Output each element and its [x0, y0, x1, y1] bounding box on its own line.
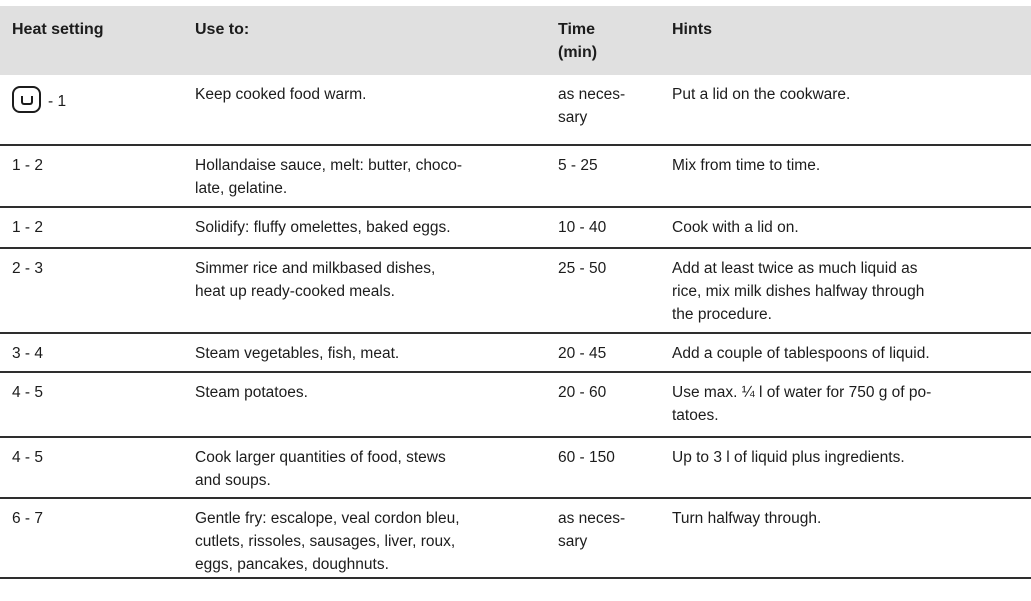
hint-text: Turn halfway through.: [672, 510, 822, 527]
hint-text: Put a lid on the cookware.: [672, 86, 851, 103]
table-row: - 1 Keep cooked food warm. as neces- sar…: [0, 75, 1031, 146]
heat-setting-value: 4 - 5: [12, 449, 44, 466]
heat-setting-value: 6 - 7: [12, 510, 44, 527]
use-to-text: Steam vegetables, fish, meat.: [195, 345, 400, 362]
heat-cell: 4 - 5: [0, 372, 195, 438]
time-cell: 5 - 25: [558, 145, 672, 208]
heat-setting-value: 3 - 4: [12, 345, 44, 362]
use-to-text: Cook larger quantities of food, stews an…: [195, 449, 446, 489]
use-to-text: Simmer rice and milkbased dishes, heat u…: [195, 260, 436, 300]
column-header-use-to: Use to:: [195, 6, 558, 75]
heat-cell: 2 - 3: [0, 248, 195, 334]
hints-cell: Up to 3 l of liquid plus ingredients.: [672, 437, 1031, 499]
hint-text: Add at least twice as much liquid as ric…: [672, 260, 925, 323]
column-header-hints: Hints: [672, 6, 1031, 75]
keep-warm-icon: [12, 86, 41, 113]
hints-cell: Mix from time to time.: [672, 145, 1031, 208]
use-to-text: Steam potatoes.: [195, 384, 308, 401]
table-row: 2 - 3 Simmer rice and milkbased dishes, …: [0, 248, 1031, 334]
time-value: 20 - 45: [558, 345, 607, 362]
column-header-label: Hints: [672, 21, 712, 38]
hints-cell: Add at least twice as much liquid as ric…: [672, 248, 1031, 334]
table-row: 6 - 7 Gentle fry: escalope, veal cordon …: [0, 498, 1031, 579]
hints-cell: Cook with a lid on.: [672, 207, 1031, 249]
column-header-label: Heat setting: [12, 21, 104, 38]
column-header-heat-setting: Heat setting: [0, 6, 195, 75]
time-value: 20 - 60: [558, 384, 607, 401]
hints-cell: Put a lid on the cookware.: [672, 75, 1031, 146]
hint-text: Use max. ¼ l of water for 750 g of po- t…: [672, 384, 932, 424]
time-cell: 20 - 60: [558, 372, 672, 438]
time-value: 25 - 50: [558, 260, 607, 277]
table-row: 3 - 4 Steam vegetables, fish, meat. 20 -…: [0, 333, 1031, 373]
heat-cell: 3 - 4: [0, 333, 195, 373]
time-cell: 25 - 50: [558, 248, 672, 334]
use-cell: Hollandaise sauce, melt: butter, choco- …: [195, 145, 558, 208]
use-to-text: Solidify: fluffy omelettes, baked eggs.: [195, 219, 451, 236]
hints-cell: Turn halfway through.: [672, 498, 1031, 579]
table-row: 4 - 5 Steam potatoes. 20 - 60 Use max. ¼…: [0, 372, 1031, 438]
use-cell: Simmer rice and milkbased dishes, heat u…: [195, 248, 558, 334]
use-cell: Steam potatoes.: [195, 372, 558, 438]
column-header-time: Time (min): [558, 6, 672, 75]
heat-cell: - 1: [0, 75, 195, 146]
use-to-text: Keep cooked food warm.: [195, 86, 367, 103]
time-cell: as neces- sary: [558, 498, 672, 579]
heat-setting-value: 4 - 5: [12, 384, 44, 401]
hint-text: Add a couple of tablespoons of liquid.: [672, 345, 930, 362]
use-cell: Steam vegetables, fish, meat.: [195, 333, 558, 373]
hints-cell: Use max. ¼ l of water for 750 g of po- t…: [672, 372, 1031, 438]
hints-cell: Add a couple of tablespoons of liquid.: [672, 333, 1031, 373]
heat-cell: 1 - 2: [0, 207, 195, 249]
use-to-text: Hollandaise sauce, melt: butter, choco- …: [195, 157, 463, 197]
table-row: 1 - 2 Hollandaise sauce, melt: butter, c…: [0, 145, 1031, 208]
use-cell: Cook larger quantities of food, stews an…: [195, 437, 558, 499]
heat-cell: 6 - 7: [0, 498, 195, 579]
use-cell: Keep cooked food warm.: [195, 75, 558, 146]
heat-setting-value: 1 - 2: [12, 219, 44, 236]
heat-setting-value: 1 - 2: [12, 157, 44, 174]
time-cell: 60 - 150: [558, 437, 672, 499]
column-header-label: Use to:: [195, 21, 250, 38]
hint-text: Up to 3 l of liquid plus ingredients.: [672, 449, 905, 466]
time-value: as neces- sary: [558, 86, 626, 126]
heat-setting-with-icon: - 1: [12, 83, 195, 113]
time-cell: 20 - 45: [558, 333, 672, 373]
time-value: 10 - 40: [558, 219, 607, 236]
table-header: Heat setting Use to: Time (min) Hints: [0, 6, 1031, 75]
table-row: 4 - 5 Cook larger quantities of food, st…: [0, 437, 1031, 499]
time-value: as neces- sary: [558, 510, 626, 550]
heat-setting-value: - 1: [48, 93, 67, 110]
table-row: 1 - 2 Solidify: fluffy omelettes, baked …: [0, 207, 1031, 249]
hint-text: Cook with a lid on.: [672, 219, 799, 236]
use-cell: Solidify: fluffy omelettes, baked eggs.: [195, 207, 558, 249]
time-value: 60 - 150: [558, 449, 615, 466]
use-to-text: Gentle fry: escalope, veal cordon bleu, …: [195, 510, 460, 573]
time-value: 5 - 25: [558, 157, 598, 174]
header-row: Heat setting Use to: Time (min) Hints: [0, 6, 1031, 75]
heat-settings-table: Heat setting Use to: Time (min) Hints - …: [0, 6, 1031, 579]
table-body: - 1 Keep cooked food warm. as neces- sar…: [0, 75, 1031, 579]
heat-setting-value: 2 - 3: [12, 260, 44, 277]
heat-cell: 4 - 5: [0, 437, 195, 499]
column-header-label: Time (min): [558, 21, 598, 61]
use-cell: Gentle fry: escalope, veal cordon bleu, …: [195, 498, 558, 579]
hint-text: Mix from time to time.: [672, 157, 821, 174]
time-cell: 10 - 40: [558, 207, 672, 249]
time-cell: as neces- sary: [558, 75, 672, 146]
heat-cell: 1 - 2: [0, 145, 195, 208]
